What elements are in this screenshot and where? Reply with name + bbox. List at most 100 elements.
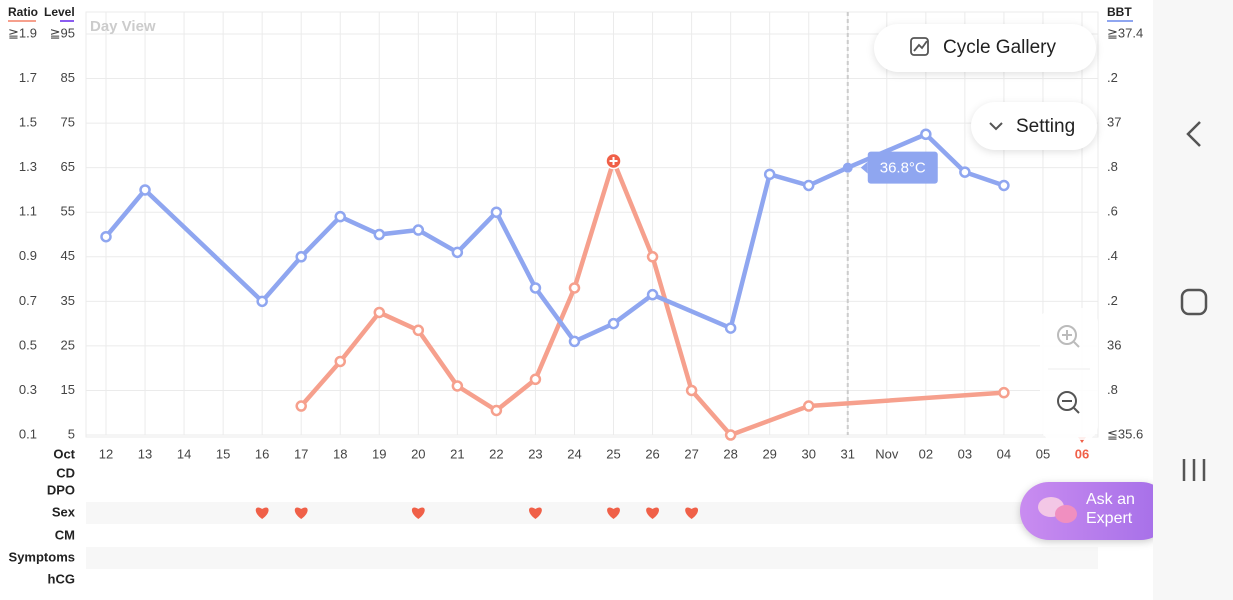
- nav-recent[interactable]: [1182, 459, 1206, 481]
- y-tick-label: ≦35.6: [1107, 426, 1143, 441]
- peak-plus: [609, 156, 618, 165]
- data-point: [100, 230, 112, 243]
- data-point: [529, 373, 542, 386]
- data-point: [802, 400, 815, 412]
- data-point: [685, 384, 698, 397]
- y-tick-label: 1.7: [19, 70, 37, 85]
- data-point: [256, 295, 268, 308]
- data-point: [451, 246, 464, 259]
- data-point: [724, 322, 737, 334]
- background: [0, 0, 1153, 600]
- tooltip-box: [867, 151, 938, 184]
- y-tick-label: 1.3: [19, 159, 37, 174]
- y-tick-label: 0.5: [19, 337, 37, 352]
- zoom-out[interactable]: [1057, 391, 1080, 414]
- x-tick-label: 04: [997, 446, 1011, 461]
- sex-heart: [607, 507, 620, 519]
- x-tick-label: 30: [801, 446, 815, 461]
- data-point: [139, 184, 151, 196]
- data-point: [998, 386, 1010, 399]
- y-tick-label: ≧1.9: [8, 25, 37, 40]
- y-tick-label: 36: [1107, 337, 1121, 352]
- x-tick-label: 13: [138, 446, 152, 461]
- y-tick-label: .2: [1107, 293, 1118, 308]
- row-label: Sex: [52, 504, 76, 519]
- x-tick-label: 18: [333, 446, 347, 461]
- x-tick-label: 19: [372, 446, 386, 461]
- y-tick-label: 15: [61, 382, 75, 397]
- x-tick-label: 27: [684, 446, 698, 461]
- data-point: [451, 380, 464, 392]
- x-tick-label: 26: [645, 446, 659, 461]
- row-label: CD: [56, 465, 75, 480]
- nav-back[interactable]: [1186, 121, 1201, 147]
- data-point: [920, 128, 932, 140]
- expert-button[interactable]: [1020, 482, 1170, 540]
- data-point: [763, 168, 776, 181]
- series-line: [103, 132, 1007, 344]
- row-band: [86, 502, 1098, 524]
- x-tick-label: 24: [567, 446, 581, 461]
- x-tick-label: 15: [216, 446, 230, 461]
- legend-level: Level: [44, 5, 75, 19]
- x-tick-label: 21: [450, 446, 464, 461]
- x-tick-label: 25: [606, 446, 620, 461]
- data-point: [373, 228, 386, 241]
- x-tick-label: 23: [528, 446, 542, 461]
- data-point: [334, 355, 346, 368]
- y-tick-label: .8: [1107, 382, 1118, 397]
- data-point: [568, 335, 581, 348]
- month-label: Oct: [53, 446, 75, 461]
- row-band: [86, 547, 1098, 569]
- y-tick-label: 37: [1107, 115, 1121, 130]
- x-tick-label: 22: [489, 446, 503, 461]
- x-tick-label: Nov: [875, 446, 899, 461]
- x-tick-label: 06: [1075, 446, 1089, 461]
- data-point: [568, 282, 581, 294]
- y-tick-label: 75: [61, 115, 75, 130]
- nav-bar: [1153, 0, 1233, 600]
- data-point: [959, 166, 971, 178]
- y-tick-label: 65: [61, 159, 75, 174]
- data-point: [295, 251, 307, 263]
- legend-swatch: [1107, 20, 1133, 22]
- zoom-in[interactable]: [1057, 325, 1080, 348]
- y-tick-label: 45: [61, 248, 75, 263]
- data-point: [646, 251, 659, 263]
- nav-home[interactable]: [1180, 288, 1208, 316]
- plot-border: [85, 11, 1099, 438]
- setting-button[interactable]: Setting: [971, 102, 1097, 150]
- setting-label[interactable]: Setting: [1016, 116, 1075, 137]
- zoom-controls: [1040, 308, 1098, 440]
- legend-swatch: [60, 20, 74, 22]
- y-tick-label: .4: [1107, 248, 1118, 263]
- sex-heart: [294, 507, 308, 519]
- x-tick-label: 31: [841, 446, 855, 461]
- y-tick-label: ≧37.4: [1107, 25, 1143, 40]
- y-tick-label: 55: [61, 204, 75, 219]
- legend-swatch: [8, 20, 36, 22]
- y-tick-label: 85: [61, 70, 75, 85]
- grid: [85, 11, 1099, 438]
- y-tick-label: 0.7: [19, 293, 37, 308]
- x-tick-label: 28: [723, 446, 737, 461]
- row-label: hCG: [48, 571, 75, 586]
- tooltip-label: 36.8°C: [880, 160, 926, 177]
- y-tick-label: .2: [1107, 70, 1118, 85]
- series-line: [298, 158, 1007, 438]
- selected-point: [842, 162, 853, 173]
- data-point: [607, 317, 620, 330]
- data-point: [490, 404, 503, 417]
- gallery-button[interactable]: Cycle Gallery: [874, 24, 1096, 72]
- x-tick-label: 14: [177, 446, 191, 461]
- expert-label[interactable]: Ask an Expert: [1086, 491, 1135, 527]
- data-point: [529, 282, 542, 294]
- gallery-label[interactable]: Cycle Gallery: [943, 37, 1056, 58]
- view-label: Day View: [90, 18, 156, 35]
- y-tick-label: 0.9: [19, 248, 37, 263]
- y-tick-label: 25: [61, 337, 75, 352]
- row-label: Symptoms: [9, 549, 75, 564]
- y-tick-label: 1.1: [19, 204, 37, 219]
